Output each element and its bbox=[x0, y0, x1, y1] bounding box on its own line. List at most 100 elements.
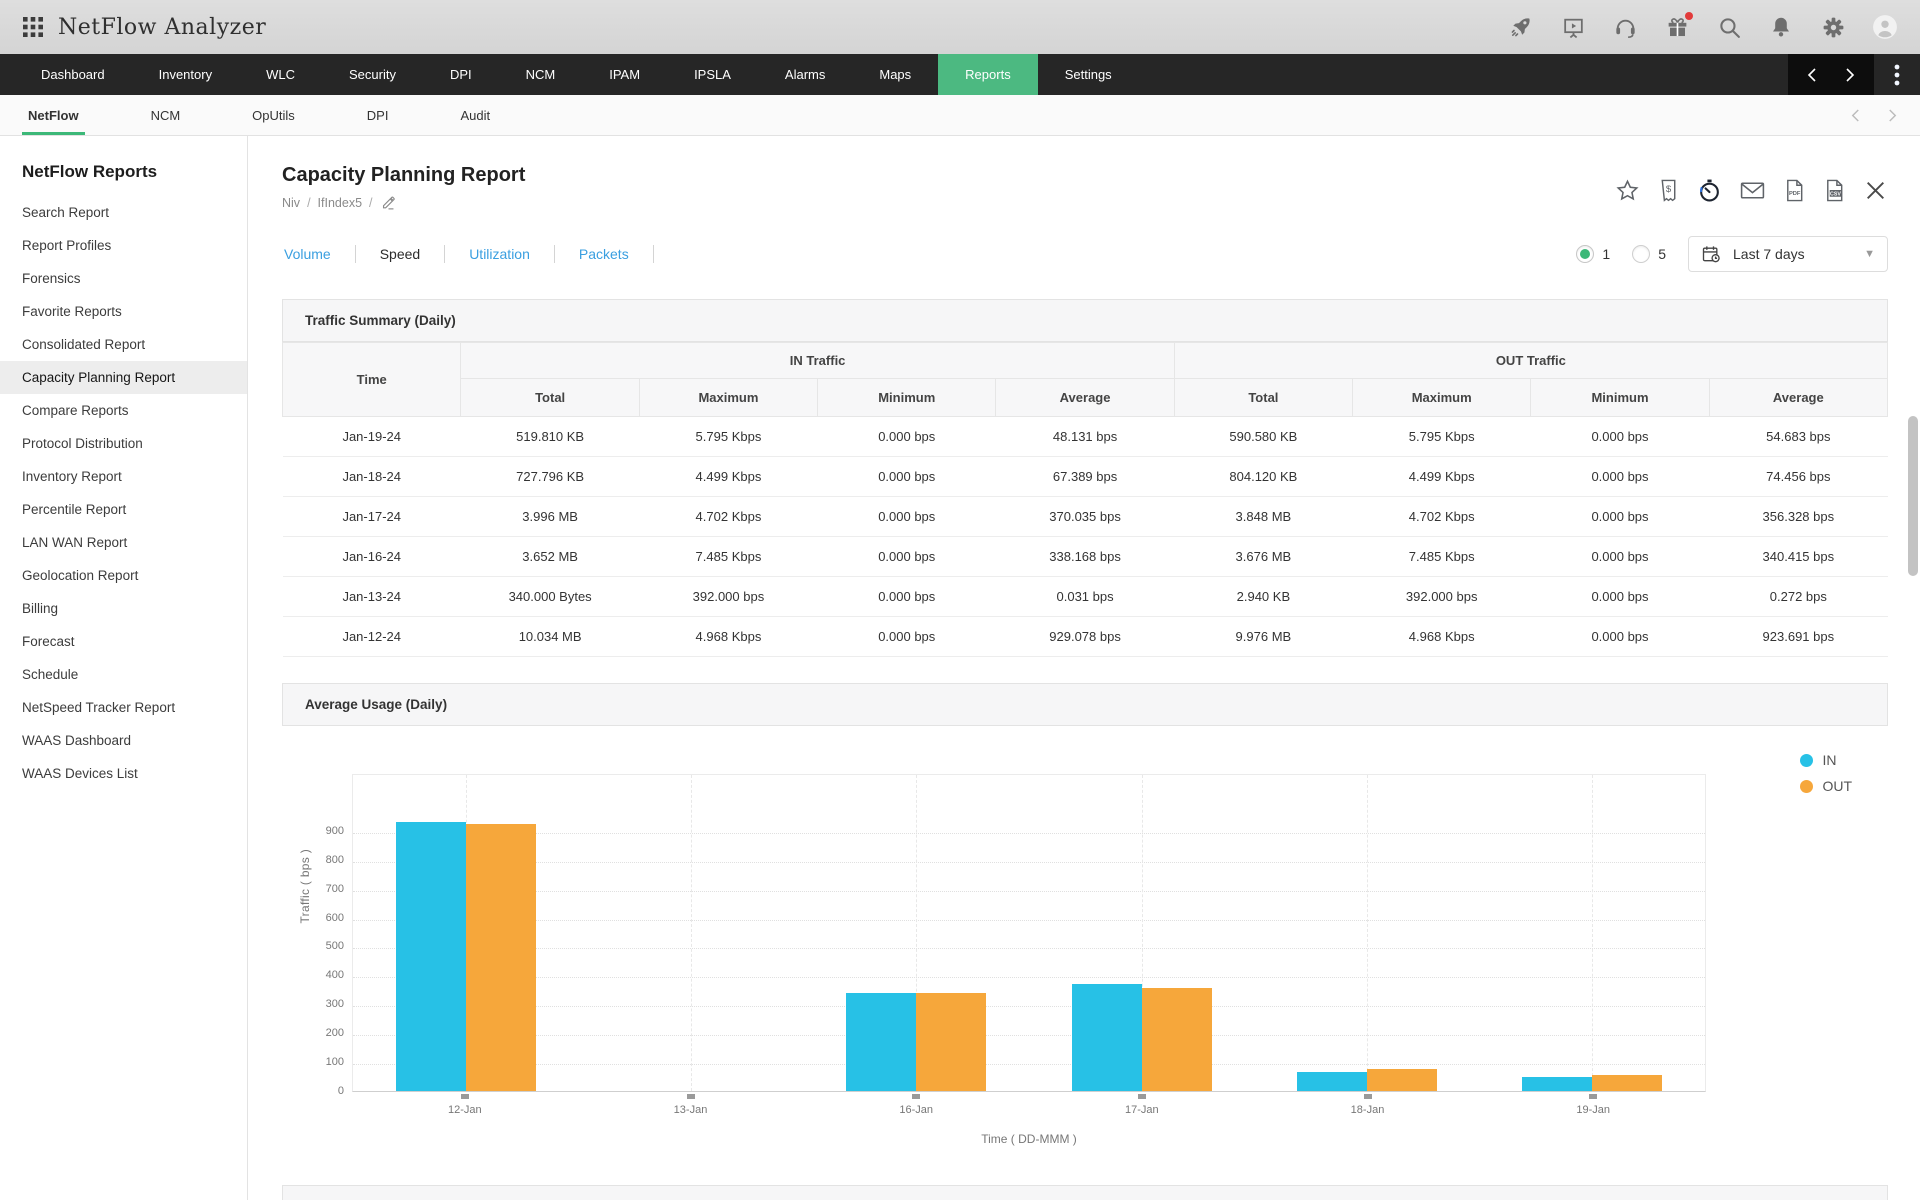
x-tick-mark bbox=[460, 1094, 469, 1099]
nav-item-ipsla[interactable]: IPSLA bbox=[694, 67, 731, 82]
close-icon[interactable] bbox=[1863, 178, 1888, 203]
sidebar-item-compare-reports[interactable]: Compare Reports bbox=[22, 403, 129, 418]
sidebar-item-capacity-planning-report[interactable]: Capacity Planning Report bbox=[0, 361, 247, 394]
bar-in-12-jan[interactable] bbox=[395, 822, 466, 1091]
breadcrumb-item[interactable]: Niv bbox=[282, 195, 301, 210]
table-cell: 923.691 bps bbox=[1709, 616, 1888, 657]
x-tick-mark bbox=[686, 1094, 695, 1099]
nav-item-ncm[interactable]: NCM bbox=[525, 67, 556, 82]
report-tab-speed[interactable]: Speed bbox=[356, 245, 446, 263]
legend-label: IN bbox=[1822, 752, 1837, 768]
headset-icon[interactable] bbox=[1612, 14, 1638, 40]
svg-text:PDF: PDF bbox=[1789, 191, 1801, 197]
sidebar-item-netspeed-tracker-report[interactable]: NetSpeed Tracker Report bbox=[22, 700, 176, 715]
nav-scroll-left-icon[interactable] bbox=[1806, 67, 1818, 83]
legend-item-in[interactable]: IN bbox=[1800, 752, 1852, 768]
app-grid-icon[interactable] bbox=[22, 16, 44, 38]
sidebar-item-schedule[interactable]: Schedule bbox=[22, 667, 79, 682]
bar-in-19-jan[interactable] bbox=[1522, 1077, 1593, 1091]
nav-item-dashboard[interactable]: Dashboard bbox=[41, 67, 105, 82]
nav-kebab-icon[interactable] bbox=[1874, 54, 1920, 95]
subnav-scroll-right-icon[interactable] bbox=[1887, 108, 1898, 123]
bar-in-17-jan[interactable] bbox=[1071, 984, 1142, 1091]
rocket-icon[interactable] bbox=[1508, 14, 1534, 40]
edit-report-icon[interactable] bbox=[380, 194, 397, 211]
report-tab-volume[interactable]: Volume bbox=[282, 245, 356, 263]
table-cell: 392.000 bps bbox=[1352, 576, 1531, 617]
bar-out-18-jan[interactable] bbox=[1366, 1069, 1437, 1091]
sidebar-item-lan-wan-report[interactable]: LAN WAN Report bbox=[22, 535, 128, 550]
nav-item-inventory[interactable]: Inventory bbox=[158, 67, 213, 82]
sidebar-item-report-profiles[interactable]: Report Profiles bbox=[22, 238, 112, 253]
radio-circle[interactable] bbox=[1632, 245, 1651, 263]
sidebar-item-consolidated-report[interactable]: Consolidated Report bbox=[22, 337, 146, 352]
nav-item-alarms[interactable]: Alarms bbox=[784, 67, 826, 82]
date-range-picker[interactable]: Last 7 days ▼ bbox=[1688, 236, 1888, 272]
bar-out-12-jan[interactable] bbox=[465, 824, 536, 1091]
sidebar-item-favorite-reports[interactable]: Favorite Reports bbox=[22, 304, 122, 319]
subnav-scroll-left-icon[interactable] bbox=[1850, 108, 1861, 123]
sidebar-item-waas-devices-list[interactable]: WAAS Devices List bbox=[22, 766, 138, 781]
gift-icon[interactable] bbox=[1664, 12, 1693, 40]
sidebar-item-billing[interactable]: Billing bbox=[22, 601, 59, 616]
radio-circle[interactable] bbox=[1576, 245, 1595, 263]
gridline bbox=[353, 890, 1705, 892]
pdf-export-icon[interactable]: PDF bbox=[1783, 178, 1806, 203]
sidebar-item-search-report[interactable]: Search Report bbox=[22, 205, 110, 220]
sidebar-item-geolocation-report[interactable]: Geolocation Report bbox=[22, 568, 139, 583]
report-tab-packets[interactable]: Packets bbox=[555, 245, 654, 263]
mail-icon[interactable] bbox=[1739, 178, 1766, 203]
timer-icon[interactable] bbox=[1697, 178, 1722, 203]
gear-icon[interactable] bbox=[1820, 14, 1846, 40]
y-tick-label: 400 bbox=[325, 969, 344, 982]
nav-item-reports[interactable]: Reports bbox=[938, 54, 1038, 95]
presentation-icon[interactable] bbox=[1560, 14, 1586, 40]
nav-item-security[interactable]: Security bbox=[348, 67, 396, 82]
legend-item-out[interactable]: OUT bbox=[1800, 778, 1852, 794]
y-tick-label: 900 bbox=[325, 824, 344, 837]
sidebar-item-inventory-report[interactable]: Inventory Report bbox=[22, 469, 122, 484]
nav-scroll-right-icon[interactable] bbox=[1844, 67, 1856, 83]
search-icon[interactable] bbox=[1716, 14, 1742, 40]
star-icon[interactable] bbox=[1615, 178, 1640, 203]
gridline bbox=[353, 1064, 1705, 1066]
subnav-item-dpi[interactable]: DPI bbox=[366, 107, 389, 123]
nav-item-settings[interactable]: Settings bbox=[1064, 67, 1112, 82]
bar-in-18-jan[interactable] bbox=[1296, 1072, 1367, 1091]
invoice-icon[interactable]: $ bbox=[1657, 178, 1680, 203]
bar-out-17-jan[interactable] bbox=[1141, 988, 1212, 1091]
sidebar-item-percentile-report[interactable]: Percentile Report bbox=[22, 502, 127, 517]
bar-in-16-jan[interactable] bbox=[846, 993, 917, 1091]
x-tick-mark bbox=[1363, 1094, 1372, 1099]
sidebar-item-protocol-distribution[interactable]: Protocol Distribution bbox=[22, 436, 143, 451]
bar-out-16-jan[interactable] bbox=[916, 993, 987, 1091]
subnav-item-audit[interactable]: Audit bbox=[460, 107, 491, 123]
subnav-item-oputils[interactable]: OpUtils bbox=[252, 107, 295, 123]
interval-radio-1[interactable]: 1 bbox=[1576, 245, 1610, 263]
subnav-item-ncm[interactable]: NCM bbox=[150, 107, 181, 123]
table-cell: 67.389 bps bbox=[995, 456, 1175, 497]
subnav-item-netflow[interactable]: NetFlow bbox=[22, 95, 85, 135]
avatar[interactable] bbox=[1872, 14, 1898, 40]
report-tab-utilization[interactable]: Utilization bbox=[445, 245, 555, 263]
sidebar-item-waas-dashboard[interactable]: WAAS Dashboard bbox=[22, 733, 132, 748]
breadcrumb-item[interactable]: IfIndex5 bbox=[317, 195, 363, 210]
vertical-scrollbar[interactable] bbox=[1908, 416, 1918, 576]
bar-group-13-jan bbox=[578, 775, 803, 1091]
csv-export-icon[interactable]: CSV bbox=[1823, 178, 1846, 203]
nav-scroll-arrows bbox=[1788, 54, 1874, 95]
interval-radio-5[interactable]: 5 bbox=[1632, 245, 1666, 263]
x-tick-label: 16-Jan bbox=[899, 1104, 933, 1116]
nav-item-maps[interactable]: Maps bbox=[879, 67, 912, 82]
sidebar-item-forecast[interactable]: Forecast bbox=[22, 634, 75, 649]
table-cell: 3.996 MB bbox=[460, 496, 640, 537]
nav-item-dpi[interactable]: DPI bbox=[449, 67, 472, 82]
table-cell: 48.131 bps bbox=[995, 416, 1175, 457]
bell-icon[interactable] bbox=[1768, 14, 1794, 40]
sidebar-item-forensics[interactable]: Forensics bbox=[22, 271, 81, 286]
nav-item-wlc[interactable]: WLC bbox=[266, 67, 295, 82]
bar-out-19-jan[interactable] bbox=[1592, 1075, 1663, 1091]
nav-item-ipam[interactable]: IPAM bbox=[609, 67, 641, 82]
y-tick-label: 600 bbox=[325, 911, 344, 924]
